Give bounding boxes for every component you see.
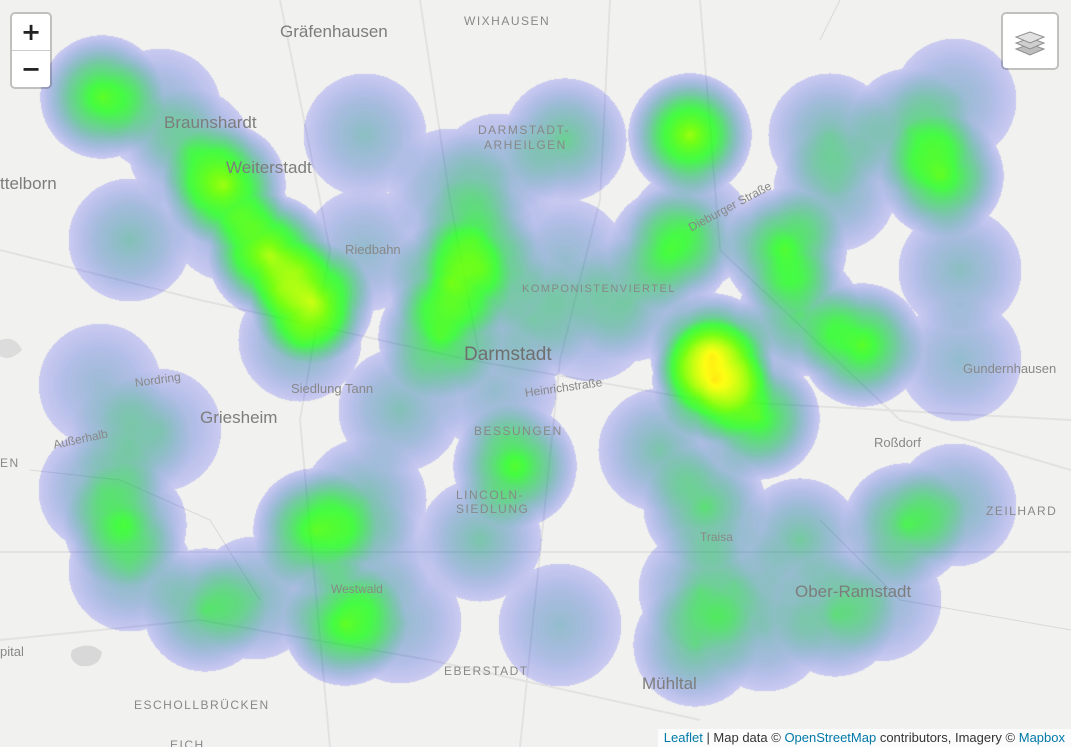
zoom-in-button[interactable]: + [20, 18, 42, 46]
leaflet-link[interactable]: Leaflet [663, 730, 703, 745]
zoom-out-button[interactable]: − [12, 50, 50, 87]
zoom-control: + − [10, 12, 52, 89]
map-attribution: Leaflet | Map data © OpenStreetMap contr… [657, 729, 1071, 747]
attribution-text-1: | Map data © [702, 730, 785, 745]
mapbox-link[interactable]: Mapbox [1018, 730, 1065, 745]
layers-icon [1014, 31, 1046, 56]
attribution-text-2: contributors, Imagery © [876, 730, 1019, 745]
openstreetmap-link[interactable]: OpenStreetMap [784, 730, 877, 745]
layers-button[interactable] [1001, 12, 1059, 70]
